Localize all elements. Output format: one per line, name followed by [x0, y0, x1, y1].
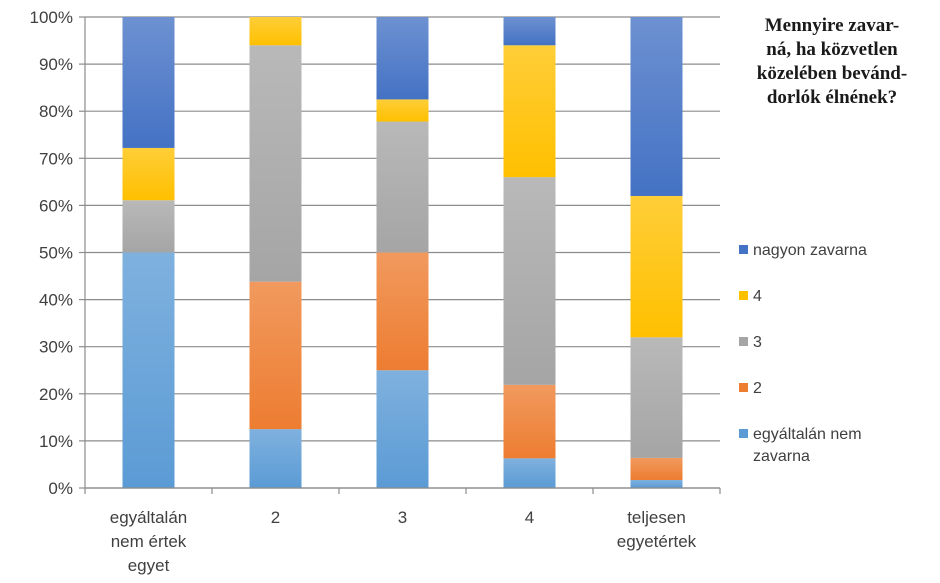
bar-segment-shading — [376, 17, 429, 100]
y-tick-label: 50% — [39, 244, 73, 263]
bar-segment-shading — [376, 370, 429, 488]
bar-segment-shading — [503, 458, 556, 488]
x-category-label: 4 — [525, 508, 534, 527]
bar-segment-shading — [249, 429, 302, 488]
bar-segment-shading — [249, 17, 302, 46]
bar-segment-shading — [630, 457, 683, 480]
bar-segment-shading — [630, 337, 683, 458]
y-tick-label: 100% — [30, 8, 73, 27]
axes — [79, 16, 721, 494]
bar-segment-shading — [122, 200, 175, 253]
x-category-label: teljesen egyetértek — [617, 508, 697, 551]
bar-segment-shading — [122, 252, 175, 488]
x-category-label: 2 — [271, 508, 280, 527]
y-tick-label: 30% — [39, 338, 73, 357]
bar-segment-shading — [503, 177, 556, 385]
bar-segment-shading — [630, 17, 683, 196]
legend-swatch — [739, 337, 748, 346]
legend-swatch — [739, 291, 748, 300]
legend: nagyon zavarna 4 3 2 egyáltalán nem zavarna — [739, 242, 867, 465]
bar-segment-shading — [249, 45, 302, 282]
bars — [122, 17, 683, 488]
y-tick-label: 60% — [39, 196, 73, 215]
bar-segment-shading — [630, 195, 683, 338]
bar-segment-shading — [376, 99, 429, 122]
bar-segment-shading — [122, 17, 175, 148]
y-tick-label: 40% — [39, 291, 73, 310]
bar-segment-shading — [249, 281, 302, 430]
bar-segment-shading — [376, 252, 429, 371]
bar-segment-shading — [503, 45, 556, 178]
x-category-label: 3 — [398, 508, 407, 527]
x-category-label: egyáltalán nem értek egyet — [110, 508, 188, 575]
legend-label: nagyon zavarna — [753, 242, 867, 259]
y-tick-label: 20% — [39, 385, 73, 404]
legend-label: egyáltalán nem zavarna — [753, 426, 862, 465]
y-tick-label: 80% — [39, 102, 73, 121]
legend-label: 4 — [753, 288, 762, 305]
y-tick-label: 0% — [48, 479, 73, 498]
x-axis-category-labels: egyáltalán nem értek egyet 2 3 4 teljesen egyet… — [110, 508, 697, 575]
y-axis-tick-labels: 0% 10% 20% 30% 40% 50% 60% 70% 80% 90% 100% — [30, 8, 73, 498]
legend-label: 2 — [753, 380, 762, 397]
legend-label: 3 — [753, 334, 762, 351]
y-tick-label: 10% — [39, 432, 73, 451]
y-tick-label: 90% — [39, 55, 73, 74]
y-tick-label: 70% — [39, 149, 73, 168]
bar-segment-shading — [630, 479, 683, 488]
bar-segment-shading — [122, 147, 175, 201]
bar-segment-shading — [503, 17, 556, 46]
legend-swatch — [739, 245, 748, 254]
chart-title: Mennyire zavar-ná, ha közvetlen közelében… — [756, 15, 908, 108]
bar-segment-shading — [503, 384, 556, 459]
legend-swatch — [739, 383, 748, 392]
legend-swatch — [739, 429, 748, 438]
bar-segment-shading — [376, 121, 429, 253]
